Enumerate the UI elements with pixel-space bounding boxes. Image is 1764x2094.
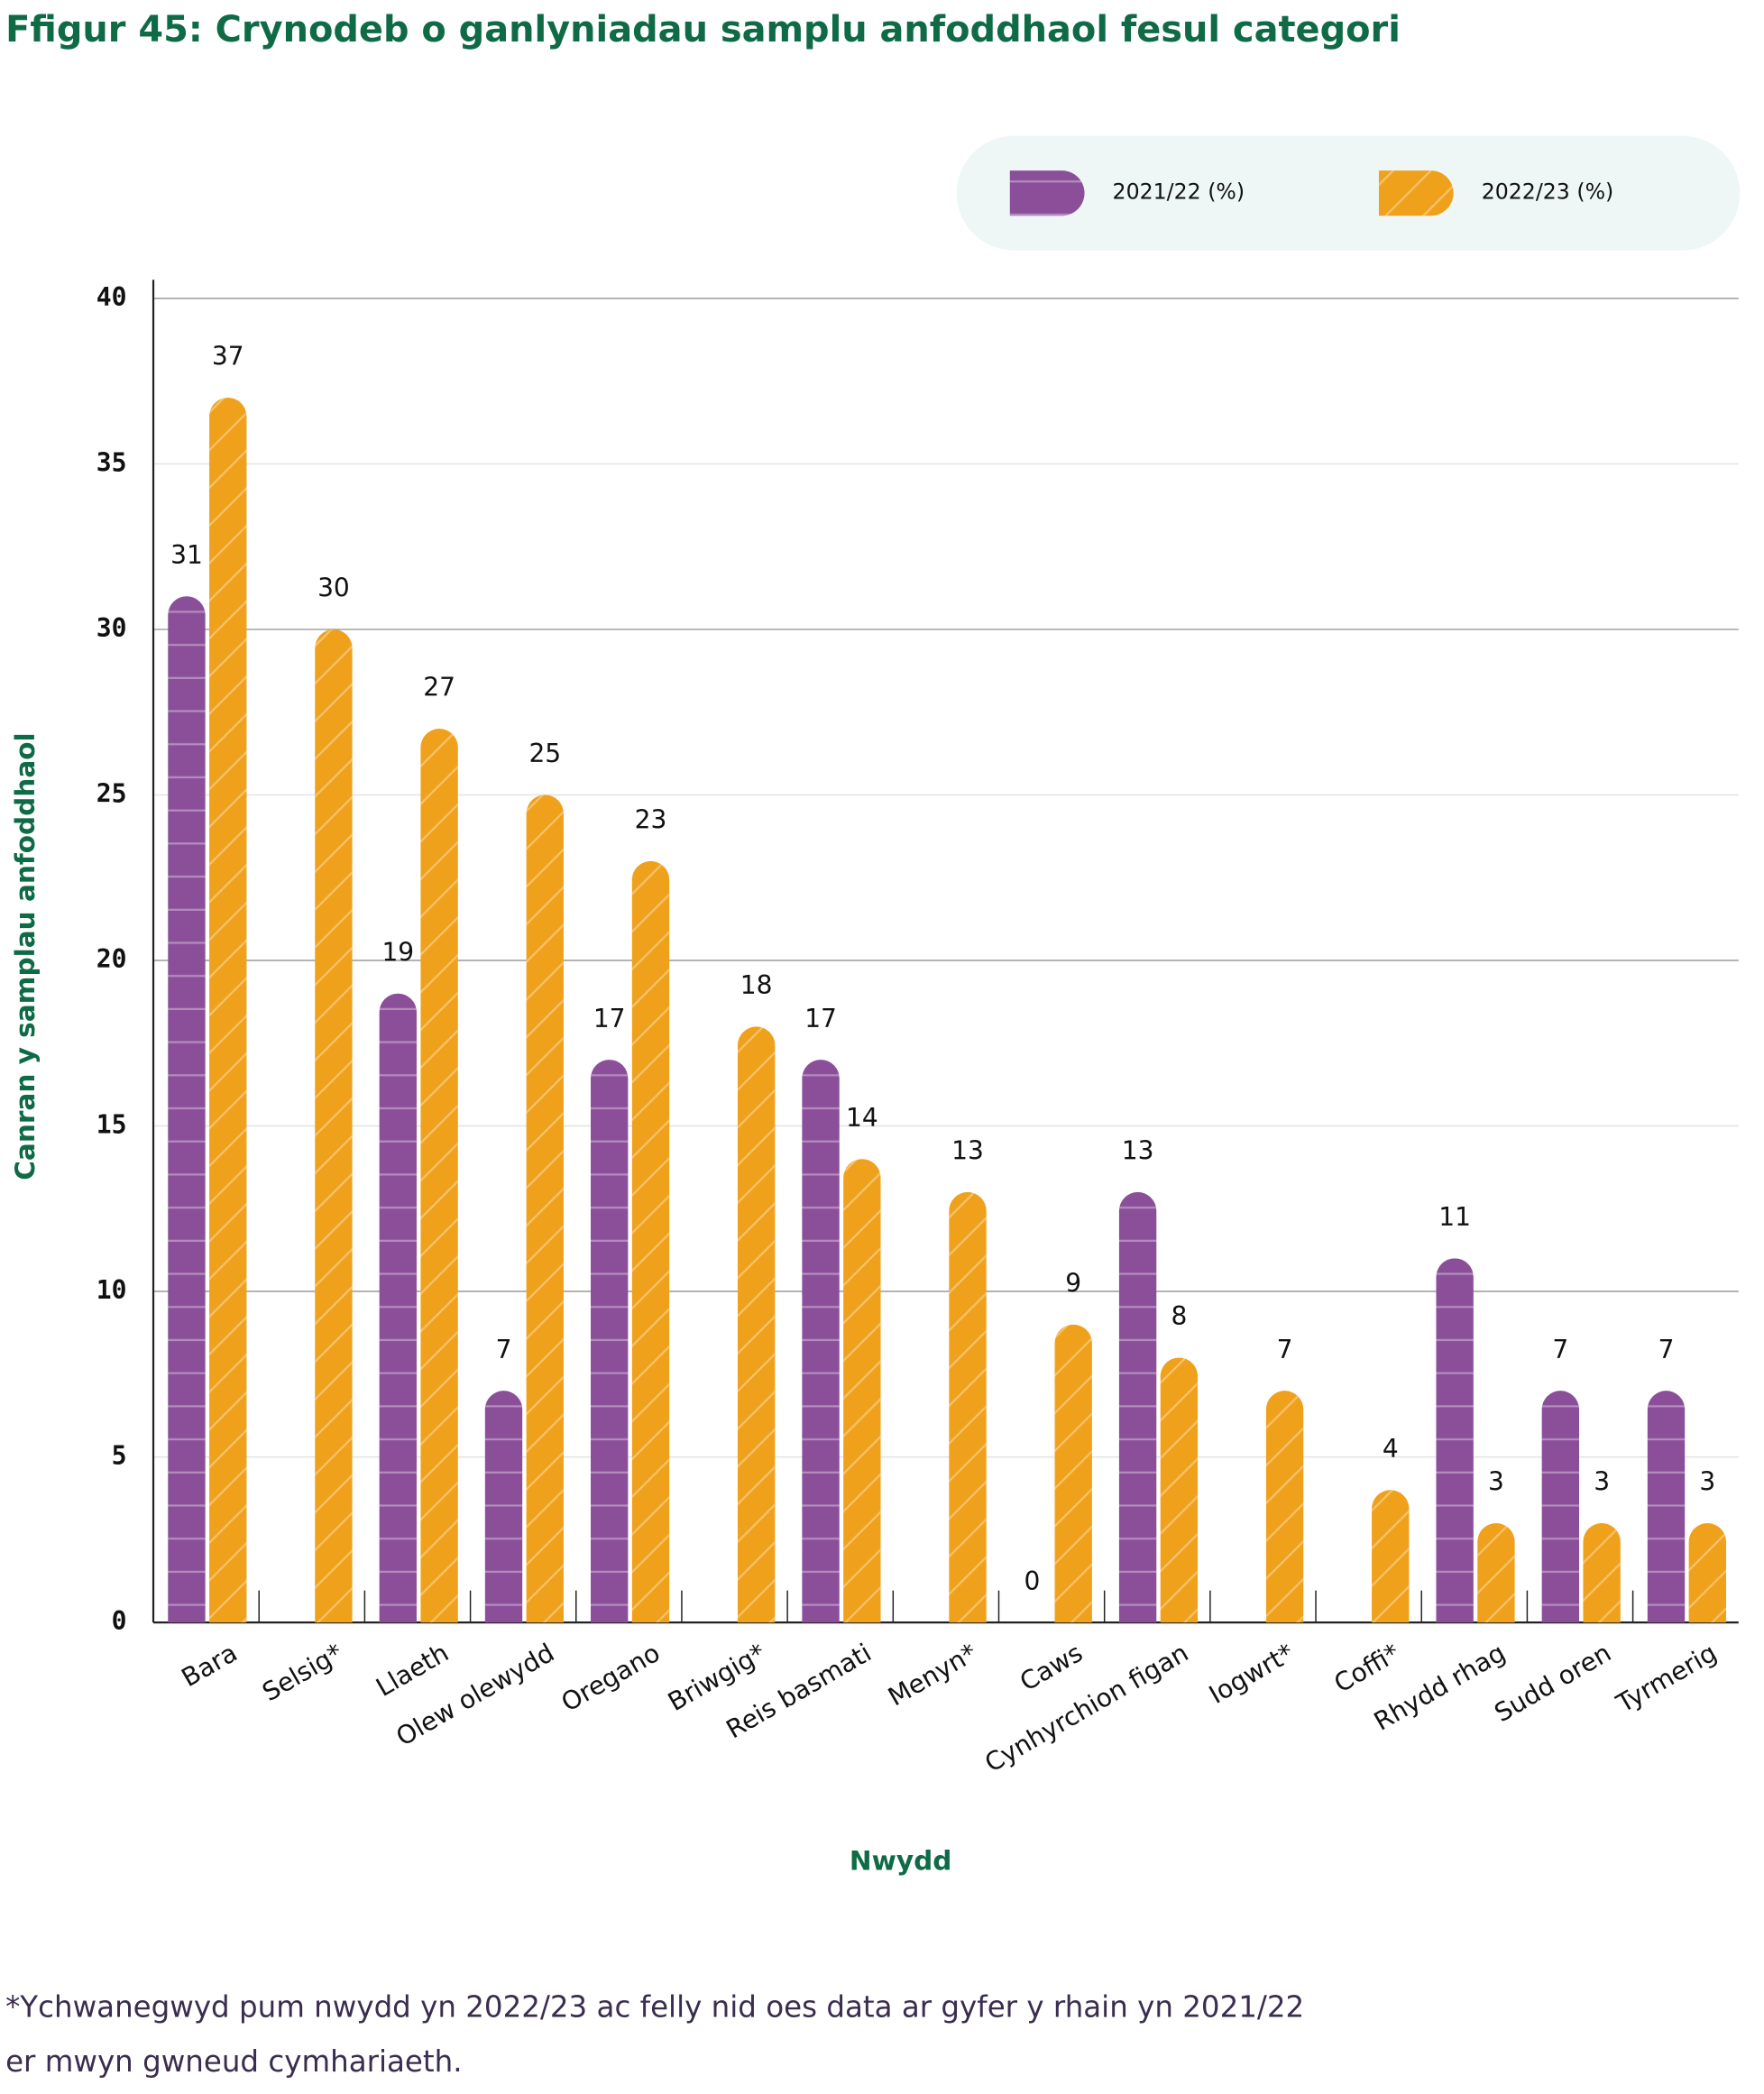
value-label: 13 (1122, 1136, 1154, 1166)
value-label: 31 (170, 540, 203, 570)
value-label: 23 (635, 805, 667, 835)
bar-pattern (484, 1391, 523, 1623)
bar-pattern (209, 397, 247, 1623)
bar-pattern (591, 1060, 629, 1623)
bar-pattern (1436, 1258, 1474, 1623)
x-tick-label: Llaeth (371, 1638, 454, 1703)
y-tick-label: 10 (96, 1275, 127, 1305)
x-axis-title: Nwydd (850, 1845, 952, 1876)
footnote: *Ychwanegwyd pum nwydd yn 2022/23 ac fel… (5, 1989, 1304, 2024)
bar-pattern (315, 629, 353, 1623)
bar-pattern (802, 1060, 840, 1623)
y-tick-label: 0 (112, 1606, 127, 1636)
y-tick-label: 25 (96, 778, 127, 808)
bar-pattern (168, 596, 206, 1623)
bar-pattern (1118, 1191, 1157, 1623)
y-tick-label: 20 (96, 944, 127, 974)
x-tick-label: Iogwrt* (1204, 1638, 1299, 1710)
y-tick-label: 5 (112, 1441, 127, 1471)
x-tick-label: Cynhyrchion figan (979, 1638, 1193, 1778)
bar-pattern (1688, 1522, 1726, 1623)
footnote: er mwyn gwneud cymhariaeth. (5, 2044, 462, 2079)
value-label: 3 (1594, 1467, 1610, 1497)
bar-pattern (379, 993, 417, 1623)
value-label: 13 (951, 1136, 984, 1166)
chart-title: Ffigur 45: Crynodeb o ganlyniadau samplu… (5, 9, 1401, 51)
value-label: 37 (212, 342, 244, 372)
value-label: 25 (528, 739, 561, 768)
bar-pattern (1265, 1391, 1304, 1623)
value-label: 7 (496, 1335, 512, 1364)
x-tick-label: Oregano (556, 1638, 666, 1718)
x-tick-label: Menyn* (883, 1638, 982, 1712)
bar-pattern (526, 794, 564, 1623)
bar-pattern (1054, 1324, 1092, 1623)
value-label: 11 (1438, 1202, 1471, 1232)
x-tick-label: Selsig* (257, 1638, 348, 1707)
x-tick-label: Sudd oren (1489, 1638, 1616, 1728)
value-label: 27 (423, 673, 455, 703)
legend-label: 2021/22 (%) (1113, 179, 1245, 205)
x-tick-label: Bara (177, 1638, 243, 1693)
bar-pattern (843, 1159, 881, 1623)
y-tick-label: 30 (96, 613, 127, 643)
x-tick-label: Tyrmerig (1611, 1638, 1722, 1719)
value-label: 4 (1383, 1434, 1399, 1464)
value-label: 18 (740, 970, 773, 1000)
value-label: 30 (317, 574, 350, 603)
legend-label: 2022/23 (%) (1482, 179, 1614, 205)
y-axis-title: Canran y samplau anfoddhaol (10, 732, 41, 1180)
value-label: 3 (1699, 1467, 1715, 1497)
bar-pattern (1541, 1391, 1580, 1623)
value-label: 0 (1024, 1566, 1040, 1596)
value-label: 3 (1488, 1467, 1504, 1497)
y-tick-label: 35 (96, 447, 127, 477)
value-label: 9 (1065, 1268, 1081, 1298)
bar-pattern (737, 1026, 776, 1623)
bar-pattern (420, 729, 458, 1623)
legend-swatch-pattern (1009, 170, 1085, 216)
x-tick-label: Coffi* (1329, 1638, 1405, 1699)
bar-pattern (1372, 1490, 1410, 1623)
bar-pattern (1160, 1357, 1199, 1623)
bar-pattern (1647, 1391, 1686, 1623)
value-label: 17 (804, 1004, 837, 1033)
y-tick-label: 15 (96, 1110, 127, 1140)
bar-pattern (1583, 1522, 1621, 1623)
bar-pattern (1477, 1522, 1515, 1623)
value-label: 7 (1277, 1335, 1293, 1364)
value-label: 7 (1552, 1335, 1568, 1364)
legend-swatch-pattern (1378, 170, 1454, 216)
x-tick-label: Caws (1015, 1638, 1088, 1697)
legend-box (956, 135, 1741, 251)
bar-pattern (949, 1191, 987, 1623)
y-tick-label: 40 (96, 282, 127, 312)
value-label: 17 (593, 1004, 626, 1033)
value-label: 14 (846, 1103, 878, 1133)
value-label: 7 (1658, 1335, 1675, 1364)
value-label: 8 (1171, 1301, 1187, 1331)
value-label: 19 (381, 937, 414, 967)
bar-pattern (631, 860, 670, 1623)
